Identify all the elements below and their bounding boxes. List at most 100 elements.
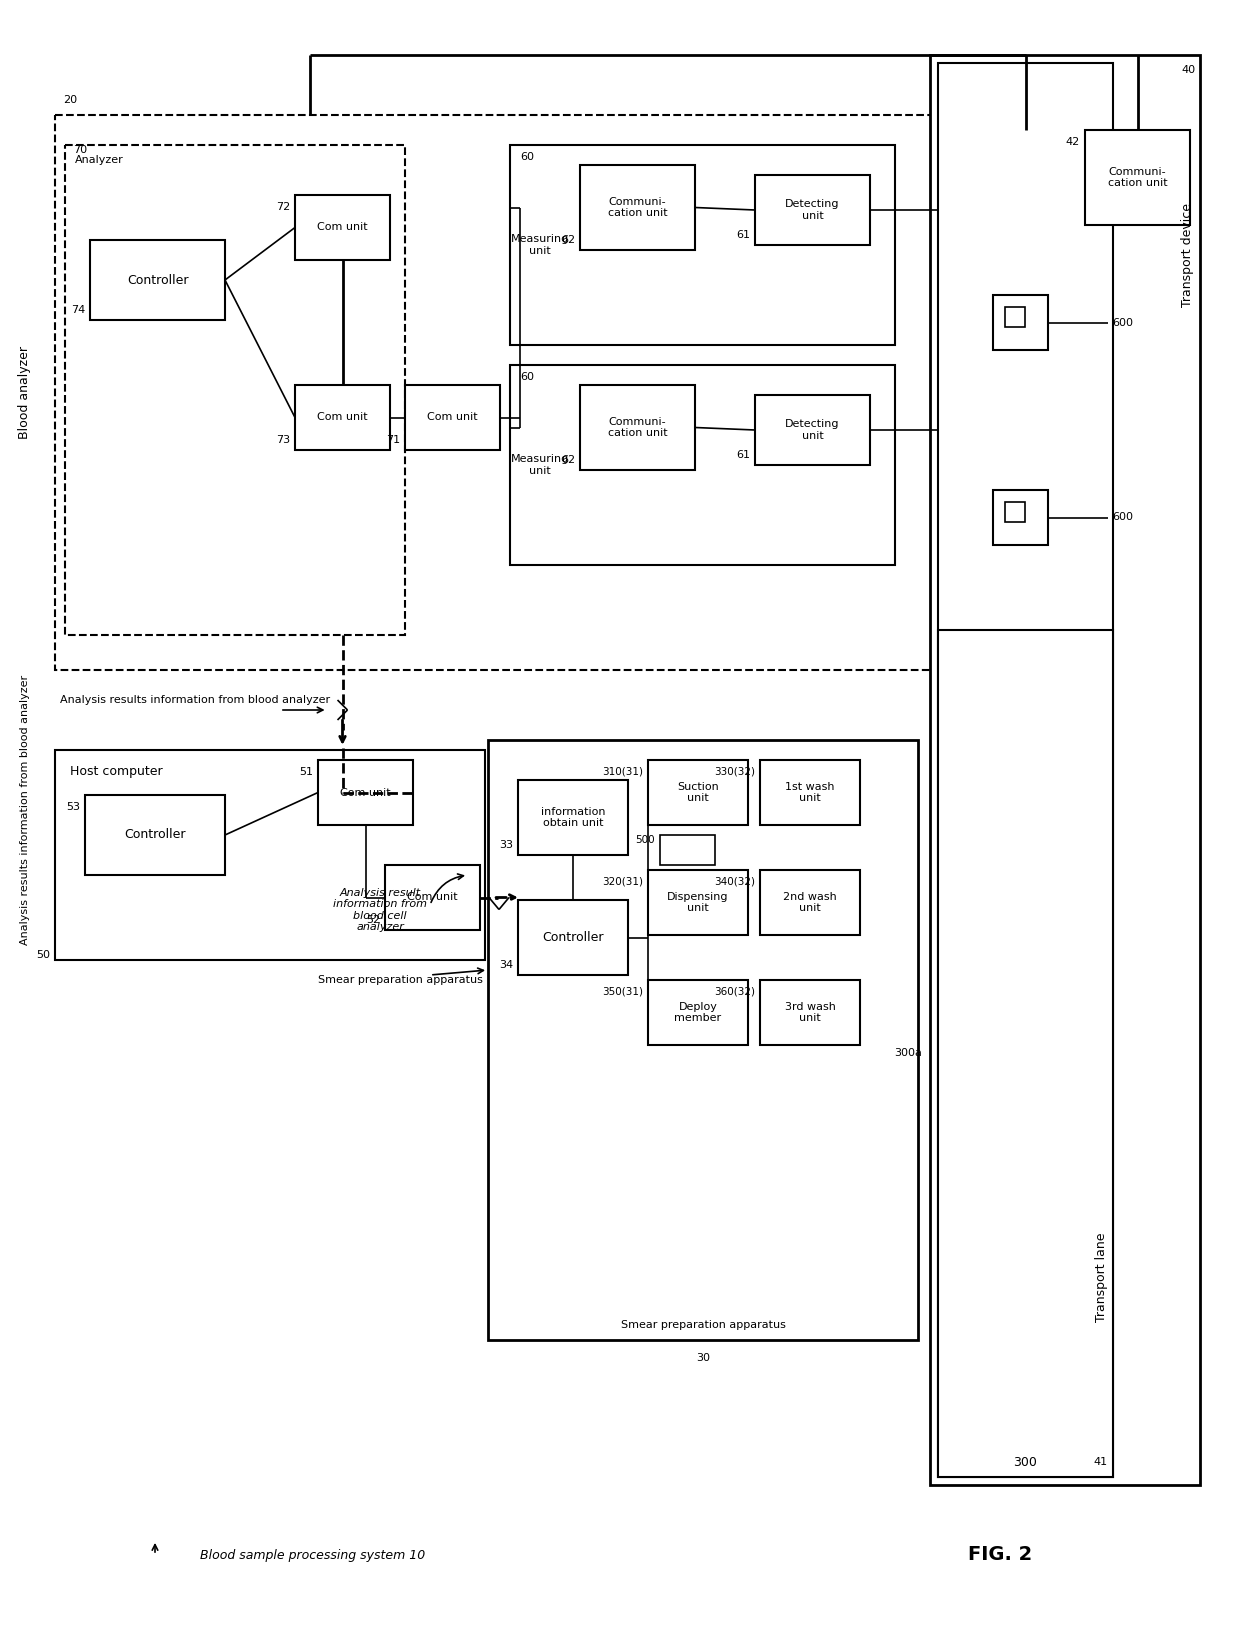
Bar	[930, 56, 1200, 1485]
Text: 52: 52	[366, 916, 379, 926]
Text: 600: 600	[1112, 317, 1133, 328]
Text: 340(32): 340(32)	[714, 876, 755, 888]
Text: 73: 73	[275, 435, 290, 445]
Bar	[760, 760, 861, 825]
Text: Dispensing
unit: Dispensing unit	[667, 891, 729, 914]
Text: 53: 53	[66, 802, 81, 812]
Text: Communi-
cation unit: Communi- cation unit	[608, 417, 667, 438]
Bar	[649, 980, 748, 1045]
Text: 330(32): 330(32)	[714, 766, 755, 776]
Text: 50: 50	[36, 950, 50, 960]
Bar	[91, 240, 224, 320]
Bar	[384, 865, 480, 930]
Text: 60: 60	[520, 373, 534, 382]
Bar	[580, 166, 694, 249]
Text: 72: 72	[275, 202, 290, 212]
Text: 71: 71	[386, 435, 401, 445]
Text: Analysis result
information from
blood cell
analyzer: Analysis result information from blood c…	[334, 888, 427, 932]
Bar	[1085, 130, 1190, 225]
Bar	[580, 386, 694, 469]
Text: 42: 42	[1065, 136, 1080, 148]
Text: Analyzer: Analyzer	[74, 154, 124, 166]
Bar	[55, 115, 937, 670]
Bar	[510, 364, 895, 565]
Text: 61: 61	[737, 230, 750, 240]
Text: 61: 61	[737, 450, 750, 459]
Text: Transport lane: Transport lane	[1095, 1232, 1107, 1321]
Bar	[993, 491, 1048, 545]
Text: 300a: 300a	[894, 1049, 921, 1058]
Bar	[760, 980, 861, 1045]
Text: Communi-
cation unit: Communi- cation unit	[608, 197, 667, 218]
Text: 70: 70	[73, 144, 87, 154]
Text: Com unit: Com unit	[340, 788, 391, 798]
Text: Detecting
unit: Detecting unit	[785, 199, 839, 222]
Bar	[937, 630, 1114, 1477]
Text: 40: 40	[1180, 66, 1195, 75]
Text: Analysis results information from blood analyzer: Analysis results information from blood …	[20, 674, 30, 945]
Bar	[489, 740, 918, 1341]
Text: Com unit: Com unit	[407, 893, 458, 903]
Bar	[510, 144, 895, 345]
Text: information
obtain unit: information obtain unit	[541, 807, 605, 829]
Bar	[993, 295, 1048, 350]
Text: Transport device: Transport device	[1182, 203, 1194, 307]
Bar	[295, 386, 391, 450]
Text: Com unit: Com unit	[428, 412, 477, 422]
Text: Controller: Controller	[124, 829, 186, 842]
Text: 2nd wash
unit: 2nd wash unit	[784, 891, 837, 914]
Bar	[1004, 502, 1025, 522]
Bar	[295, 195, 391, 259]
Text: Measuring
unit: Measuring unit	[511, 455, 569, 476]
Text: Host computer: Host computer	[69, 765, 162, 778]
Text: Deploy
member: Deploy member	[675, 1001, 722, 1024]
Bar	[649, 870, 748, 935]
Text: Communi-
cation unit: Communi- cation unit	[1107, 167, 1167, 189]
Bar	[405, 386, 500, 450]
Bar	[518, 779, 627, 855]
Text: Com unit: Com unit	[317, 223, 368, 233]
Text: Measuring
unit: Measuring unit	[511, 235, 569, 256]
Text: Controller: Controller	[542, 930, 604, 944]
Text: Analysis results information from blood analyzer: Analysis results information from blood …	[60, 696, 330, 706]
Text: Blood analyzer: Blood analyzer	[19, 346, 31, 440]
Text: 300: 300	[1013, 1456, 1038, 1469]
Text: 34: 34	[498, 960, 513, 970]
Bar	[1004, 307, 1025, 327]
Bar	[937, 62, 1114, 1477]
Text: 20: 20	[63, 95, 77, 105]
Text: Detecting
unit: Detecting unit	[785, 418, 839, 441]
Bar	[86, 794, 224, 875]
Text: 74: 74	[71, 305, 86, 315]
Text: 41: 41	[1094, 1457, 1109, 1467]
Text: 30: 30	[696, 1352, 711, 1364]
Text: Smear preparation apparatus: Smear preparation apparatus	[317, 975, 482, 985]
Bar	[755, 395, 870, 464]
Bar	[64, 144, 405, 635]
Text: 360(32): 360(32)	[714, 986, 755, 998]
Text: 350(31): 350(31)	[601, 986, 644, 998]
Bar	[660, 835, 715, 865]
Text: 62: 62	[560, 455, 575, 464]
Bar	[649, 760, 748, 825]
Bar	[55, 750, 485, 960]
Text: 60: 60	[520, 153, 534, 162]
Bar	[317, 760, 413, 825]
Text: 3rd wash
unit: 3rd wash unit	[785, 1001, 836, 1024]
Bar	[518, 899, 627, 975]
Text: 33: 33	[498, 840, 513, 850]
Text: 62: 62	[560, 235, 575, 245]
Text: Suction
unit: Suction unit	[677, 781, 719, 804]
Text: Blood sample processing system 10: Blood sample processing system 10	[200, 1549, 425, 1562]
Bar	[755, 176, 870, 245]
Bar	[760, 870, 861, 935]
Text: 51: 51	[299, 766, 312, 776]
Text: Controller: Controller	[126, 274, 188, 287]
Text: Smear preparation apparatus: Smear preparation apparatus	[620, 1319, 785, 1329]
Text: 310(31): 310(31)	[601, 766, 644, 776]
Text: Com unit: Com unit	[317, 412, 368, 422]
Text: 1st wash
unit: 1st wash unit	[785, 781, 835, 804]
Text: 600: 600	[1112, 512, 1133, 522]
Text: 320(31): 320(31)	[601, 876, 644, 888]
Text: 500: 500	[635, 835, 655, 845]
